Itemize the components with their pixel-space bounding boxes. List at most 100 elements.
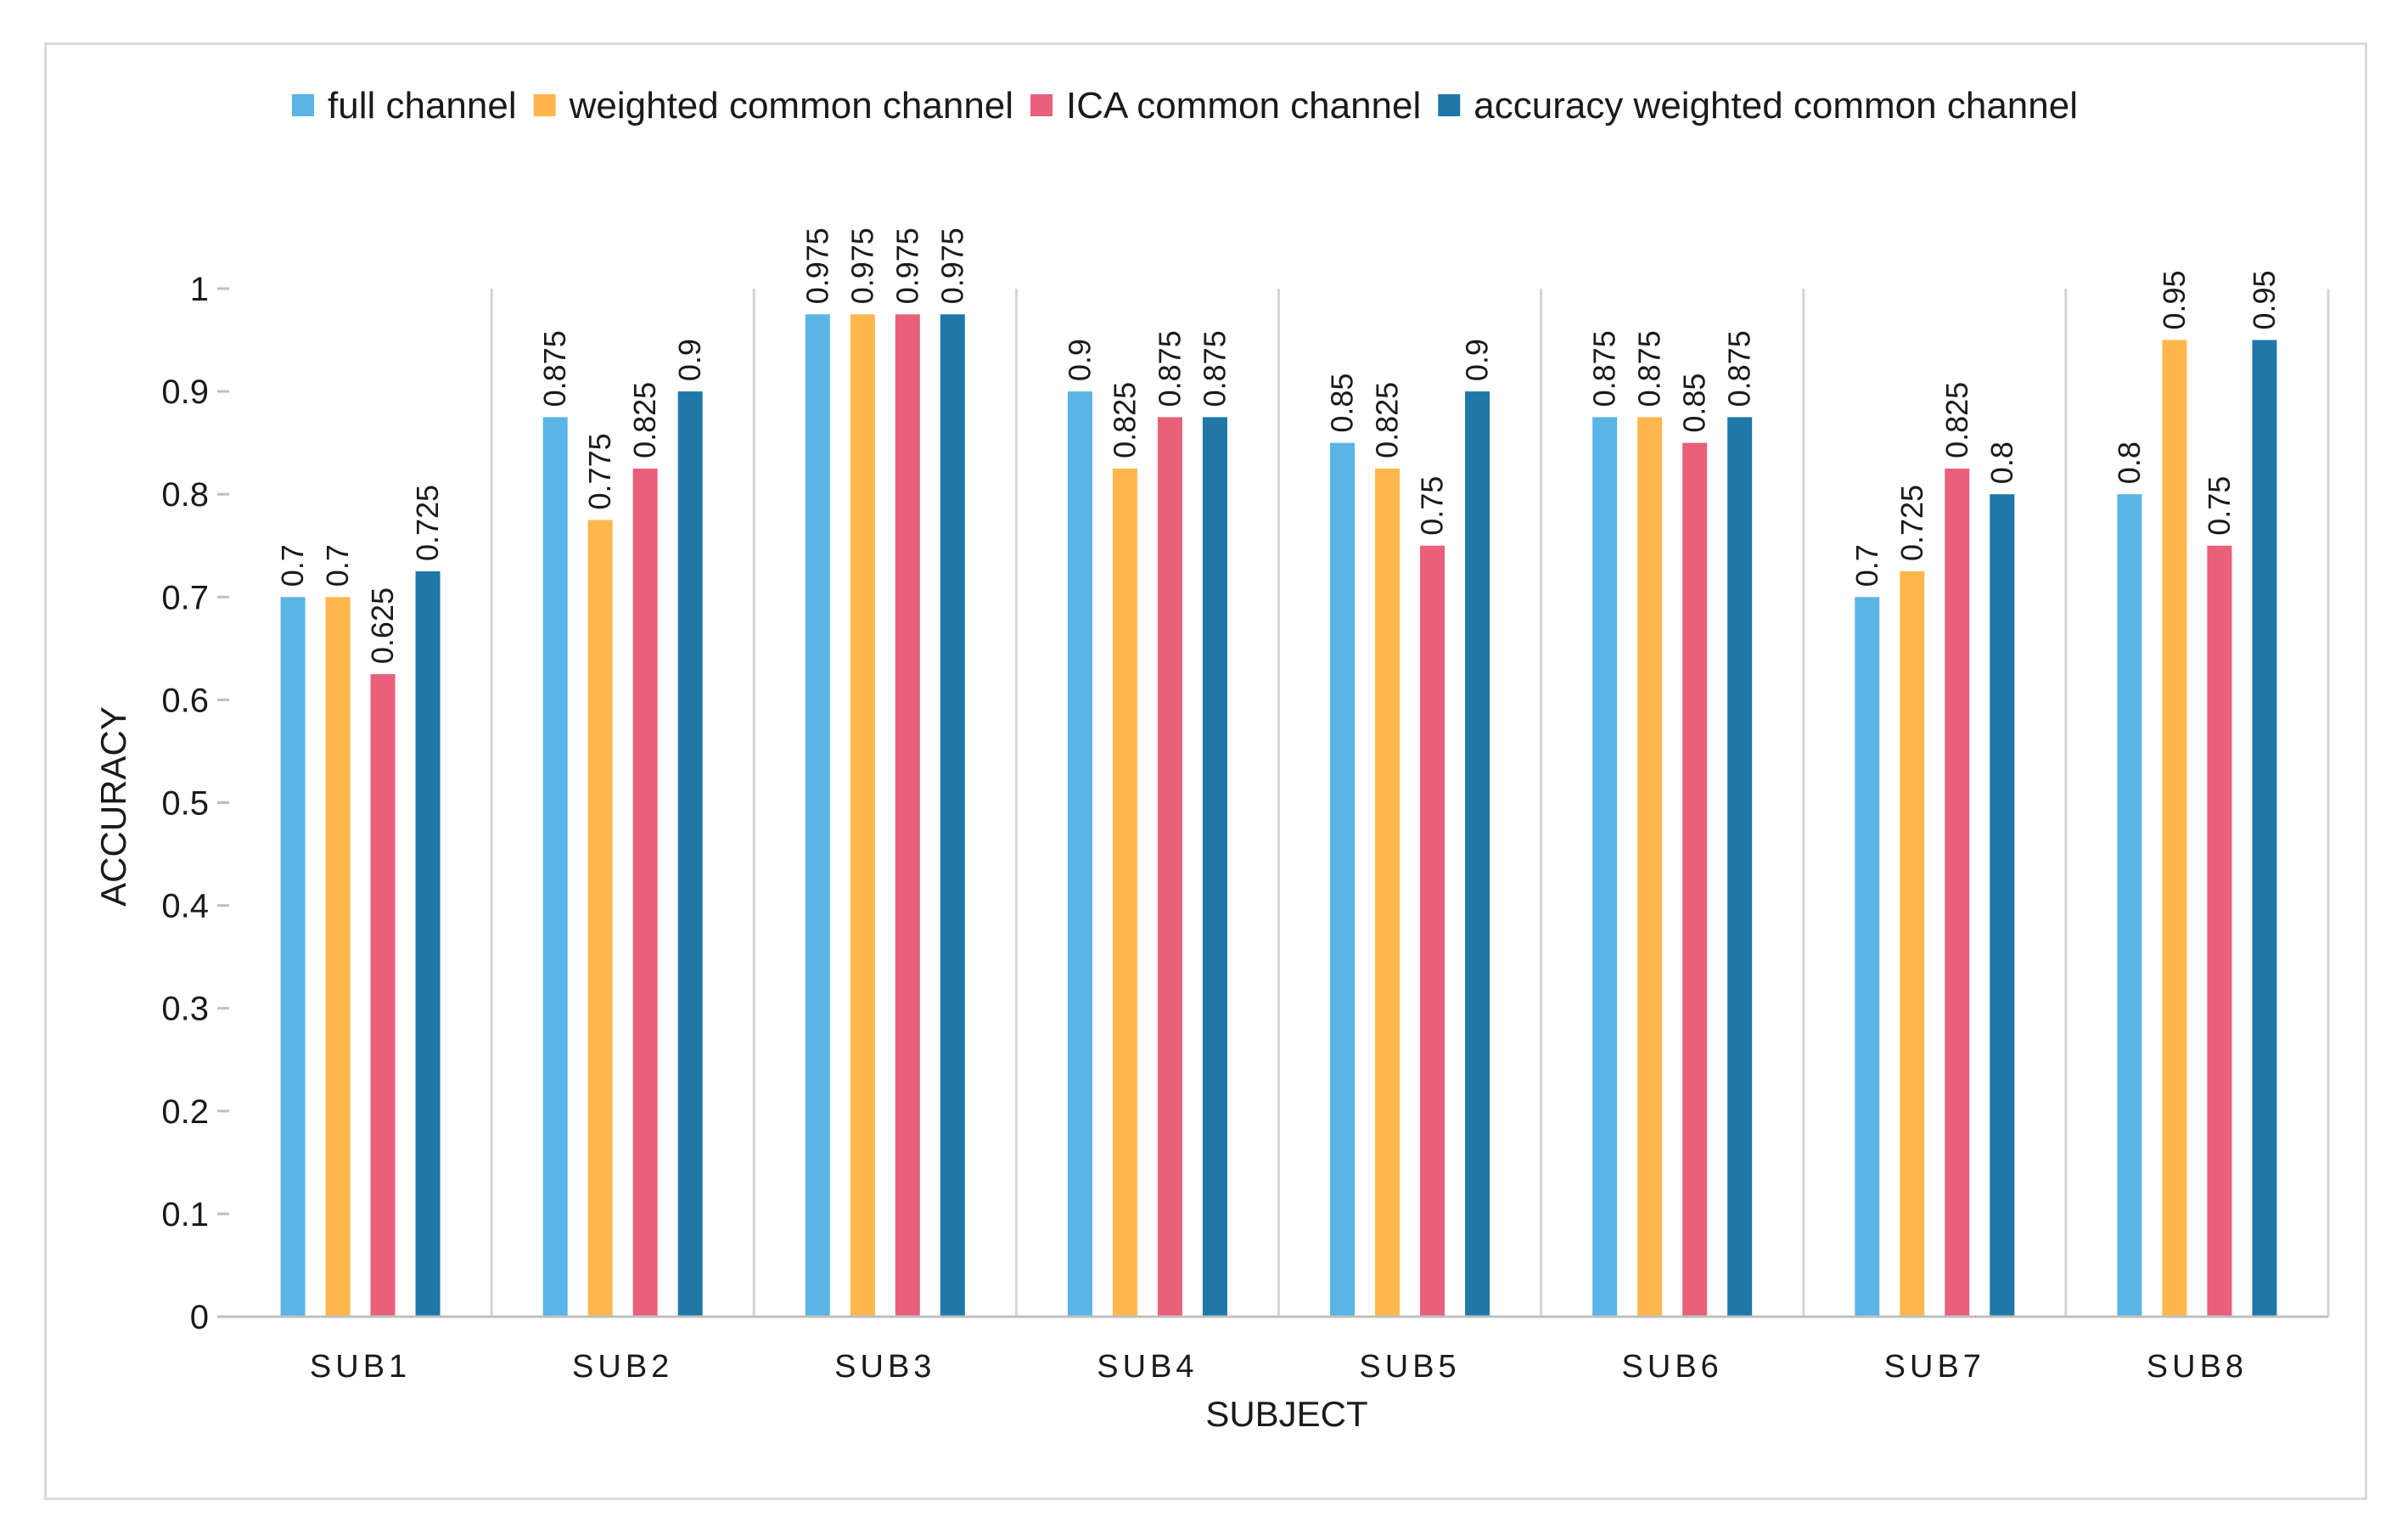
- bar-sub7-series-2: [1900, 571, 1925, 1317]
- data-label: 0.9: [1460, 339, 1495, 381]
- bar-sub8-series-3: [2207, 545, 2232, 1317]
- x-tick-label-sub6: SUB6: [1622, 1349, 1723, 1385]
- data-label: 0.8: [2112, 441, 2147, 484]
- bar-sub3-series-2: [850, 314, 875, 1317]
- legend-label-3: ICA common channel: [1066, 85, 1421, 126]
- data-label: 0.725: [1894, 485, 1929, 561]
- bar-sub7-series-4: [1990, 494, 2015, 1317]
- data-label: 0.875: [1152, 330, 1187, 407]
- bar-sub6-series-1: [1592, 417, 1618, 1317]
- bar-sub5-series-1: [1330, 442, 1356, 1317]
- bars: [280, 314, 2277, 1318]
- y-tick-label: 1: [190, 271, 209, 308]
- data-label: 0.775: [582, 433, 617, 509]
- x-tick-label-sub2: SUB2: [572, 1349, 673, 1385]
- data-label: 0.975: [845, 228, 879, 304]
- x-axis: SUB1 SUB2 SUB3 SUB4 SUB5 SUB6 SUB7 SUB8: [229, 1315, 2328, 1385]
- y-tick-label: 0.8: [161, 476, 209, 514]
- bar-sub6-series-3: [1682, 442, 1708, 1317]
- data-label: 0.7: [275, 544, 310, 587]
- data-label: 0.95: [2157, 270, 2192, 329]
- legend-swatch-3: [1030, 94, 1053, 116]
- data-label: 0.7: [1850, 544, 1884, 587]
- bar-sub1-series-4: [415, 571, 441, 1317]
- x-tick-label-sub8: SUB8: [2147, 1349, 2248, 1385]
- bar-sub6-series-2: [1637, 417, 1663, 1317]
- data-label: 0.975: [935, 228, 969, 304]
- y-tick-label: 0.3: [161, 991, 209, 1028]
- data-label: 0.975: [800, 228, 834, 304]
- bar-sub7-series-3: [1945, 468, 1970, 1317]
- chart: full channel weighted common channel ICA c…: [93, 85, 2330, 1434]
- data-labels: 0.7 0.7 0.625 0.725 0.875 0.775 0.825 0.9 0.975 0…: [275, 228, 2282, 664]
- x-tick-label-sub3: SUB3: [834, 1349, 935, 1385]
- bar-sub4-series-3: [1157, 417, 1182, 1317]
- legend-label-4: accuracy weighted common channel: [1473, 85, 2078, 126]
- data-label: 0.875: [1722, 330, 1757, 407]
- data-label: 0.725: [410, 485, 445, 561]
- bar-sub8-series-2: [2162, 340, 2187, 1317]
- legend-label-1: full channel: [328, 85, 517, 126]
- y-axis: 0 0.1 0.2 0.3 0.4 0.5 0.6 0.7 0.8 0.9 1: [161, 271, 229, 1336]
- legend: full channel weighted common channel ICA c…: [292, 85, 2078, 126]
- legend-swatch-2: [533, 94, 556, 116]
- y-tick-label: 0.9: [161, 374, 209, 411]
- y-tick-label: 0: [190, 1299, 209, 1336]
- bar-sub5-series-3: [1420, 545, 1445, 1317]
- y-tick-label: 0.4: [161, 888, 209, 925]
- data-label: 0.825: [1107, 382, 1142, 458]
- bar-sub4-series-4: [1202, 417, 1227, 1317]
- bar-sub1-series-2: [325, 597, 351, 1317]
- data-label: 0.75: [1415, 476, 1450, 536]
- bar-sub2-series-1: [542, 417, 568, 1317]
- bar-sub5-series-2: [1375, 468, 1400, 1317]
- legend-swatch-1: [292, 94, 314, 116]
- bar-sub8-series-1: [2117, 494, 2142, 1317]
- data-label: 0.625: [365, 587, 400, 664]
- x-axis-title: SUBJECT: [1205, 1394, 1367, 1434]
- chart-frame: full channel weighted common channel ICA c…: [44, 42, 2367, 1500]
- bar-sub7-series-1: [1855, 597, 1880, 1317]
- bar-sub1-series-3: [370, 674, 396, 1317]
- legend-swatch-4: [1438, 94, 1461, 116]
- data-label: 0.7: [320, 544, 355, 587]
- x-tick-label-sub4: SUB4: [1097, 1349, 1198, 1385]
- data-label: 0.85: [1325, 374, 1360, 433]
- y-axis-title: ACCURACY: [93, 706, 133, 907]
- bar-sub1-series-1: [280, 597, 306, 1317]
- bar-sub6-series-4: [1727, 417, 1753, 1317]
- y-tick-label: 0.7: [161, 579, 209, 616]
- x-tick-label-sub5: SUB5: [1359, 1349, 1460, 1385]
- legend-label-2: weighted common channel: [569, 85, 1013, 126]
- bar-sub5-series-4: [1465, 391, 1490, 1318]
- x-tick-label-sub1: SUB1: [310, 1349, 411, 1385]
- bar-sub8-series-4: [2252, 340, 2277, 1317]
- data-label: 0.95: [2247, 270, 2282, 329]
- data-label: 0.8: [1984, 441, 2019, 484]
- data-label: 0.875: [1632, 330, 1667, 407]
- data-label: 0.975: [890, 228, 924, 304]
- data-label: 0.85: [1677, 374, 1712, 433]
- data-label: 0.875: [537, 330, 572, 407]
- data-label: 0.825: [1370, 382, 1405, 458]
- bar-sub2-series-2: [587, 520, 613, 1317]
- bar-sub3-series-3: [895, 314, 920, 1317]
- data-label: 0.9: [672, 339, 707, 381]
- y-tick-label: 0.1: [161, 1196, 209, 1233]
- y-tick-label: 0.5: [161, 785, 209, 823]
- y-tick-label: 0.2: [161, 1093, 209, 1131]
- bar-sub3-series-4: [940, 314, 965, 1317]
- data-label: 0.825: [1939, 382, 1974, 458]
- x-tick-label-sub7: SUB7: [1884, 1349, 1985, 1385]
- bar-sub3-series-1: [805, 314, 830, 1317]
- bar-sub2-series-3: [632, 468, 658, 1317]
- y-tick-label: 0.6: [161, 682, 209, 719]
- bar-sub4-series-2: [1112, 468, 1137, 1317]
- data-label: 0.9: [1062, 339, 1097, 381]
- category-dividers: [490, 289, 2330, 1317]
- bar-sub4-series-1: [1067, 391, 1092, 1318]
- data-label: 0.75: [2202, 476, 2237, 536]
- bar-sub2-series-4: [677, 391, 703, 1318]
- data-label: 0.875: [1587, 330, 1622, 407]
- data-label: 0.875: [1197, 330, 1232, 407]
